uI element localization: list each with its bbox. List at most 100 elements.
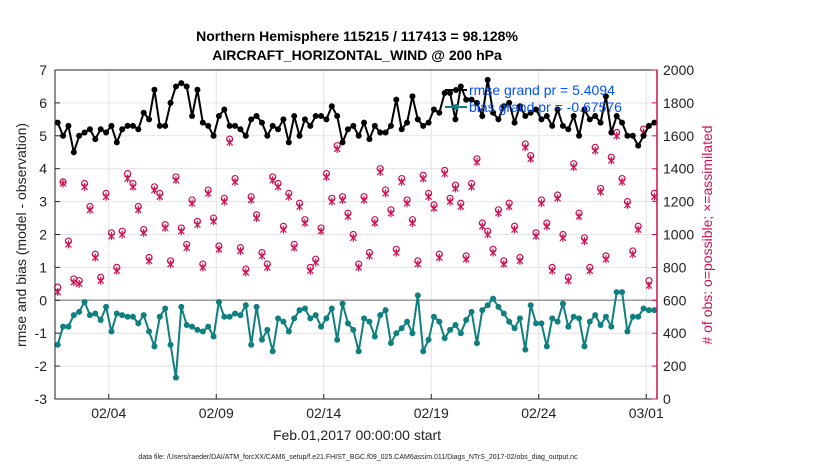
rmse-point xyxy=(232,122,239,129)
obs-assimilated-point xyxy=(151,186,158,195)
obs-assimilated-point xyxy=(113,266,121,275)
obs-assimilated-point xyxy=(91,253,99,262)
x-tick-label-1: 02/09 xyxy=(199,405,234,421)
bias-point xyxy=(280,318,287,325)
rmse-point xyxy=(76,132,83,139)
obs-assimilated-point xyxy=(516,256,524,265)
rmse-point xyxy=(334,113,341,120)
bias-point xyxy=(253,303,260,310)
y-right-tick-label-10: 2000 xyxy=(663,62,694,78)
rmse-point xyxy=(248,116,255,123)
bias-point xyxy=(205,323,212,330)
rmse-point xyxy=(92,136,99,143)
rmse-point xyxy=(258,119,265,126)
bias-point xyxy=(463,317,470,324)
chart-title: Northern Hemisphere 115215 / 117413 = 98… xyxy=(196,28,518,44)
obs-assimilated-point xyxy=(204,189,212,198)
y-axis-left-label: rmse and bias (model - observation) xyxy=(13,123,29,347)
bias-point xyxy=(371,333,378,340)
bias-point xyxy=(608,323,615,330)
rmse-point xyxy=(113,139,120,146)
rmse-point xyxy=(318,113,325,120)
rmse-point xyxy=(581,106,588,113)
obs-assimilated-point xyxy=(317,227,325,236)
bias-point xyxy=(543,343,550,350)
bias-point xyxy=(651,307,658,314)
obs-assimilated-point xyxy=(188,199,196,208)
right-axis-ticks: 0 200 400 600 800 1000 1200 1400 1600 1800 2000 xyxy=(652,62,694,407)
rmse-point xyxy=(608,129,615,136)
bias-point xyxy=(559,300,566,307)
obs-assimilated-point xyxy=(183,243,191,252)
obs-assimilated-point xyxy=(538,199,545,208)
obs-assimilated-point xyxy=(392,248,400,257)
rmse-point xyxy=(285,139,292,146)
obs-assimilated-point xyxy=(489,248,497,257)
bias-point xyxy=(522,346,529,353)
obs-assimilated-point xyxy=(177,227,185,236)
rmse-point xyxy=(559,122,566,129)
rmse-point xyxy=(301,116,308,123)
rmse-point xyxy=(463,96,470,103)
y-left-tick-label-5: 2 xyxy=(39,227,47,243)
obs-assimilated-point xyxy=(97,276,105,285)
rmse-point xyxy=(151,86,158,93)
bias-point xyxy=(624,328,631,335)
bias-point xyxy=(226,313,233,320)
bias-point xyxy=(210,333,217,340)
obs-assimilated-point xyxy=(269,176,277,185)
obs-assimilated-point xyxy=(215,245,223,254)
bias-point xyxy=(167,341,174,348)
rmse-point xyxy=(119,126,126,133)
rmse-point xyxy=(366,136,373,143)
bias-point xyxy=(178,303,185,310)
rmse-point xyxy=(103,129,110,136)
rmse-point xyxy=(307,122,314,129)
bias-point xyxy=(296,307,303,314)
rmse-point xyxy=(344,126,351,133)
bias-point xyxy=(119,312,126,319)
bias-point xyxy=(307,315,314,322)
bias-point xyxy=(328,305,335,312)
x-tick-label-4: 02/24 xyxy=(521,405,556,421)
rmse-point xyxy=(500,103,507,110)
rmse-point xyxy=(371,122,378,129)
bias-point xyxy=(194,326,201,333)
obs-assimilated-point xyxy=(468,182,475,191)
bias-point xyxy=(81,298,88,305)
obs-assimilated-point xyxy=(527,154,535,163)
rmse-point xyxy=(592,113,599,120)
footnote: data file: /Users/raeder/DAI/ATM_forcXX/… xyxy=(138,454,578,461)
rmse-point xyxy=(549,122,556,129)
obs-assimilated-point xyxy=(419,174,427,183)
bias-point xyxy=(70,312,77,319)
obs-assimilated-point xyxy=(70,278,78,287)
obs-assimilated-point xyxy=(242,268,250,277)
rmse-point xyxy=(393,96,400,103)
obs-assimilated-point xyxy=(575,212,583,221)
rmse-series xyxy=(54,76,658,157)
obs-assimilated-point xyxy=(532,232,540,241)
obs-assimilated-point xyxy=(446,197,454,206)
obs-assimilated-point xyxy=(435,253,443,262)
rmse-point xyxy=(377,129,384,136)
obs-assimilated-point xyxy=(559,233,567,242)
bias-point xyxy=(420,348,427,355)
obs-assimilated-point xyxy=(161,223,169,232)
rmse-point xyxy=(425,119,432,126)
rmse-point xyxy=(495,116,502,123)
obs-assimilated-point xyxy=(333,144,341,153)
rmse-point xyxy=(275,126,282,133)
bias-point xyxy=(619,289,626,296)
bias-point xyxy=(172,374,179,381)
obs-assimilated-point xyxy=(134,205,142,214)
bias-point xyxy=(414,292,421,299)
obs-assimilated-point xyxy=(102,192,110,201)
obs-assimilated-point xyxy=(328,197,336,206)
bias-point xyxy=(516,315,523,322)
bias-point xyxy=(301,305,308,312)
obs-assimilated-point xyxy=(586,266,594,275)
obs-assimilated-point xyxy=(118,230,126,239)
bias-point xyxy=(554,318,561,325)
legend-label-rmse: rmse grand pr = 5.4094 xyxy=(469,82,615,98)
